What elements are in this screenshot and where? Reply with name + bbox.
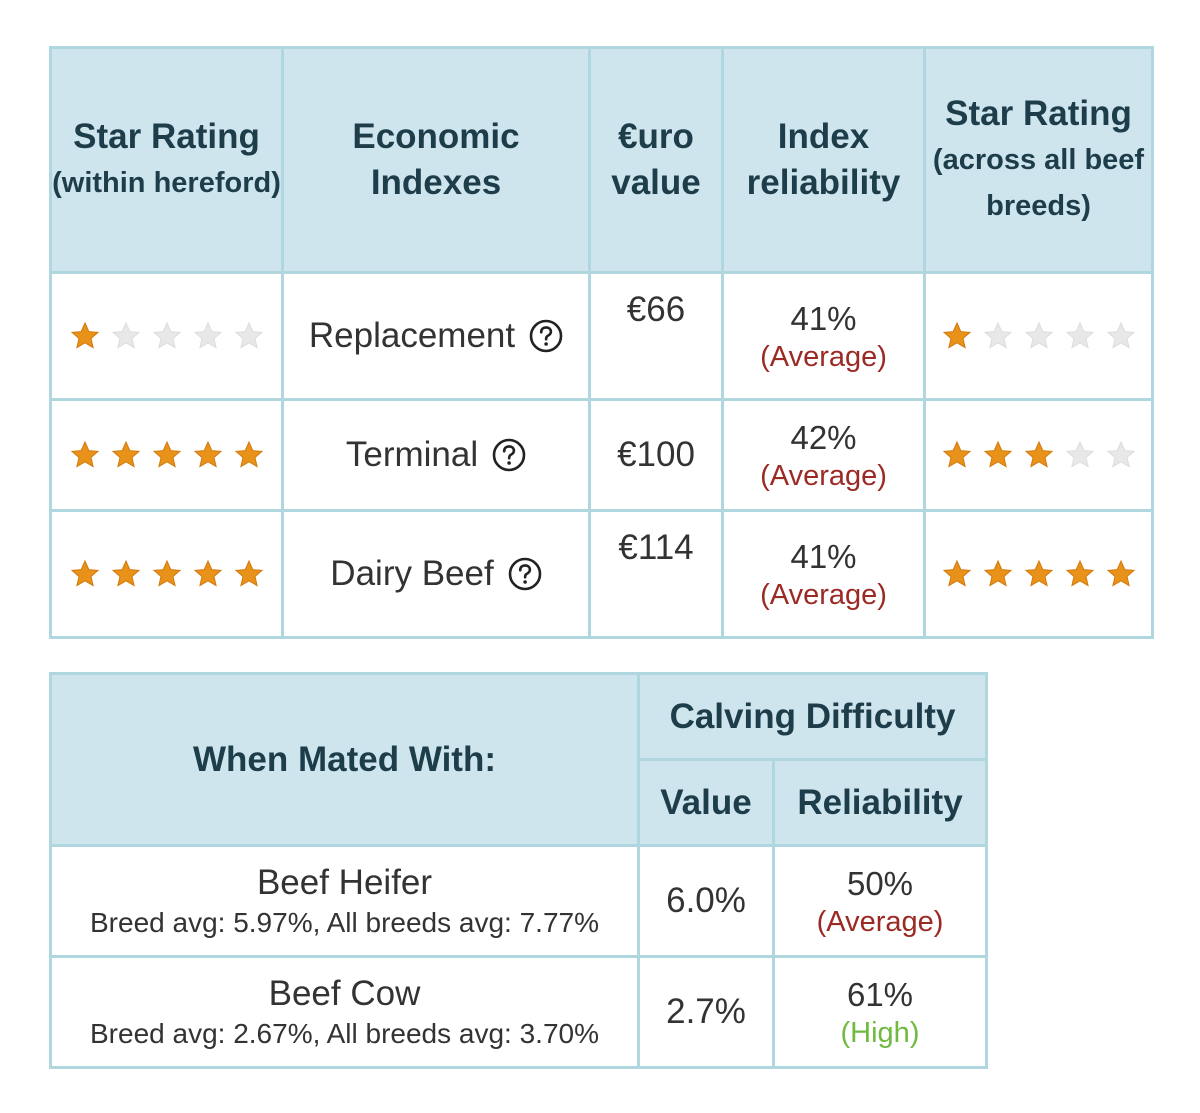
star-filled-icon (234, 559, 264, 589)
star-rating-across (926, 559, 1151, 589)
star-empty-icon (1024, 321, 1054, 351)
stars-across-cell (923, 509, 1154, 639)
star-filled-icon (193, 440, 223, 470)
help-icon[interactable] (492, 438, 526, 472)
star-empty-icon (152, 321, 182, 351)
star-empty-icon (1106, 321, 1136, 351)
star-filled-icon (942, 559, 972, 589)
euro-value: €100 (617, 435, 695, 474)
star-empty-icon (1065, 321, 1095, 351)
help-icon[interactable] (508, 557, 542, 591)
star-filled-icon (983, 559, 1013, 589)
euro-value-cell: €100 (588, 398, 724, 512)
index-cell: Dairy Beef (281, 509, 591, 639)
mated-with-cell: Beef Heifer Breed avg: 5.97%, All breeds… (49, 844, 640, 958)
stars-across-cell (923, 271, 1154, 401)
euro-value: €114 (618, 528, 694, 567)
header-reliability: Reliability (772, 758, 988, 847)
index-name: Replacement (308, 316, 516, 355)
star-filled-icon (1106, 559, 1136, 589)
economic-index-table: Star Rating (within hereford) Economic I… (49, 46, 1154, 639)
euro-value-cell: €66 (588, 271, 724, 401)
index-name: Terminal (345, 435, 479, 474)
index-cell: Terminal (281, 398, 591, 512)
header-euro-value: €uro value (588, 46, 724, 274)
mate-name: Beef Heifer (256, 863, 433, 902)
star-empty-icon (1106, 440, 1136, 470)
index-name: Dairy Beef (330, 554, 494, 593)
star-empty-icon (1065, 440, 1095, 470)
star-filled-icon (70, 440, 100, 470)
calving-value: 6.0% (666, 881, 746, 920)
reliability-cell: 41% (Average) (721, 509, 926, 639)
reliability-level: (Average) (760, 341, 887, 373)
table-row-terminal: Terminal €100 42% (Average) (49, 398, 1154, 512)
euro-value: €66 (626, 290, 686, 329)
star-rating-across (926, 321, 1151, 351)
star-empty-icon (111, 321, 141, 351)
reliability-percent: 41% (790, 300, 857, 337)
header-economic-indexes: Economic Indexes (281, 46, 591, 274)
mate-name: Beef Cow (268, 974, 421, 1013)
star-rating-within (52, 321, 281, 351)
star-filled-icon (1024, 440, 1054, 470)
stars-within-cell (49, 398, 284, 512)
euro-value-cell: €114 (588, 509, 724, 639)
header-calving-difficulty: Calving Difficulty (637, 672, 988, 761)
reliability-percent: 41% (790, 538, 857, 575)
star-rating-within (52, 559, 281, 589)
table-row-beef-heifer: Beef Heifer Breed avg: 5.97%, All breeds… (49, 844, 988, 958)
mated-with-cell: Beef Cow Breed avg: 2.67%, All breeds av… (49, 955, 640, 1069)
star-filled-icon (152, 559, 182, 589)
help-icon[interactable] (529, 319, 563, 353)
reliability-level: (Average) (760, 460, 887, 492)
star-filled-icon (111, 440, 141, 470)
header-index-reliability: Index reliability (721, 46, 926, 274)
star-empty-icon (193, 321, 223, 351)
star-rating-within (52, 440, 281, 470)
star-filled-icon (193, 559, 223, 589)
reliability-level: (High) (840, 1017, 920, 1049)
header-star-rating-across: Star Rating (across all beef breeds) (923, 46, 1154, 274)
calving-value-cell: 6.0% (637, 844, 775, 958)
star-empty-icon (234, 321, 264, 351)
star-filled-icon (234, 440, 264, 470)
reliability-level: (Average) (760, 579, 887, 611)
star-filled-icon (983, 440, 1013, 470)
reliability-cell: 42% (Average) (721, 398, 926, 512)
star-empty-icon (983, 321, 1013, 351)
stars-within-cell (49, 509, 284, 639)
calving-reliability-cell: 50% (Average) (772, 844, 988, 958)
reliability-cell: 41% (Average) (721, 271, 926, 401)
table-row-beef-cow: Beef Cow Breed avg: 2.67%, All breeds av… (49, 955, 988, 1069)
reliability-level: (Average) (816, 906, 944, 938)
table-row-dairy-beef: Dairy Beef €114 41% (Average) (49, 509, 1154, 639)
index-cell: Replacement (281, 271, 591, 401)
calving-reliability-cell: 61% (High) (772, 955, 988, 1069)
star-filled-icon (1024, 559, 1054, 589)
table-row-replacement: Replacement €66 41% (Average) (49, 271, 1154, 401)
star-filled-icon (942, 440, 972, 470)
header-star-rating-within: Star Rating (within hereford) (49, 46, 284, 274)
breed-averages: Breed avg: 5.97%, All breeds avg: 7.77% (90, 907, 599, 938)
calving-value: 2.7% (666, 992, 746, 1031)
star-rating-across (926, 440, 1151, 470)
breed-averages: Breed avg: 2.67%, All breeds avg: 3.70% (90, 1018, 599, 1049)
header-when-mated-with: When Mated With: (49, 672, 640, 847)
calving-value-cell: 2.7% (637, 955, 775, 1069)
star-filled-icon (152, 440, 182, 470)
stars-across-cell (923, 398, 1154, 512)
calving-difficulty-table: When Mated With: Calving Difficulty Valu… (49, 672, 988, 1069)
star-filled-icon (70, 321, 100, 351)
reliability-percent: 50% (846, 865, 914, 902)
star-filled-icon (111, 559, 141, 589)
stars-within-cell (49, 271, 284, 401)
reliability-percent: 42% (790, 419, 857, 456)
star-filled-icon (1065, 559, 1095, 589)
star-filled-icon (942, 321, 972, 351)
header-value: Value (637, 758, 775, 847)
star-filled-icon (70, 559, 100, 589)
reliability-percent: 61% (846, 976, 914, 1013)
